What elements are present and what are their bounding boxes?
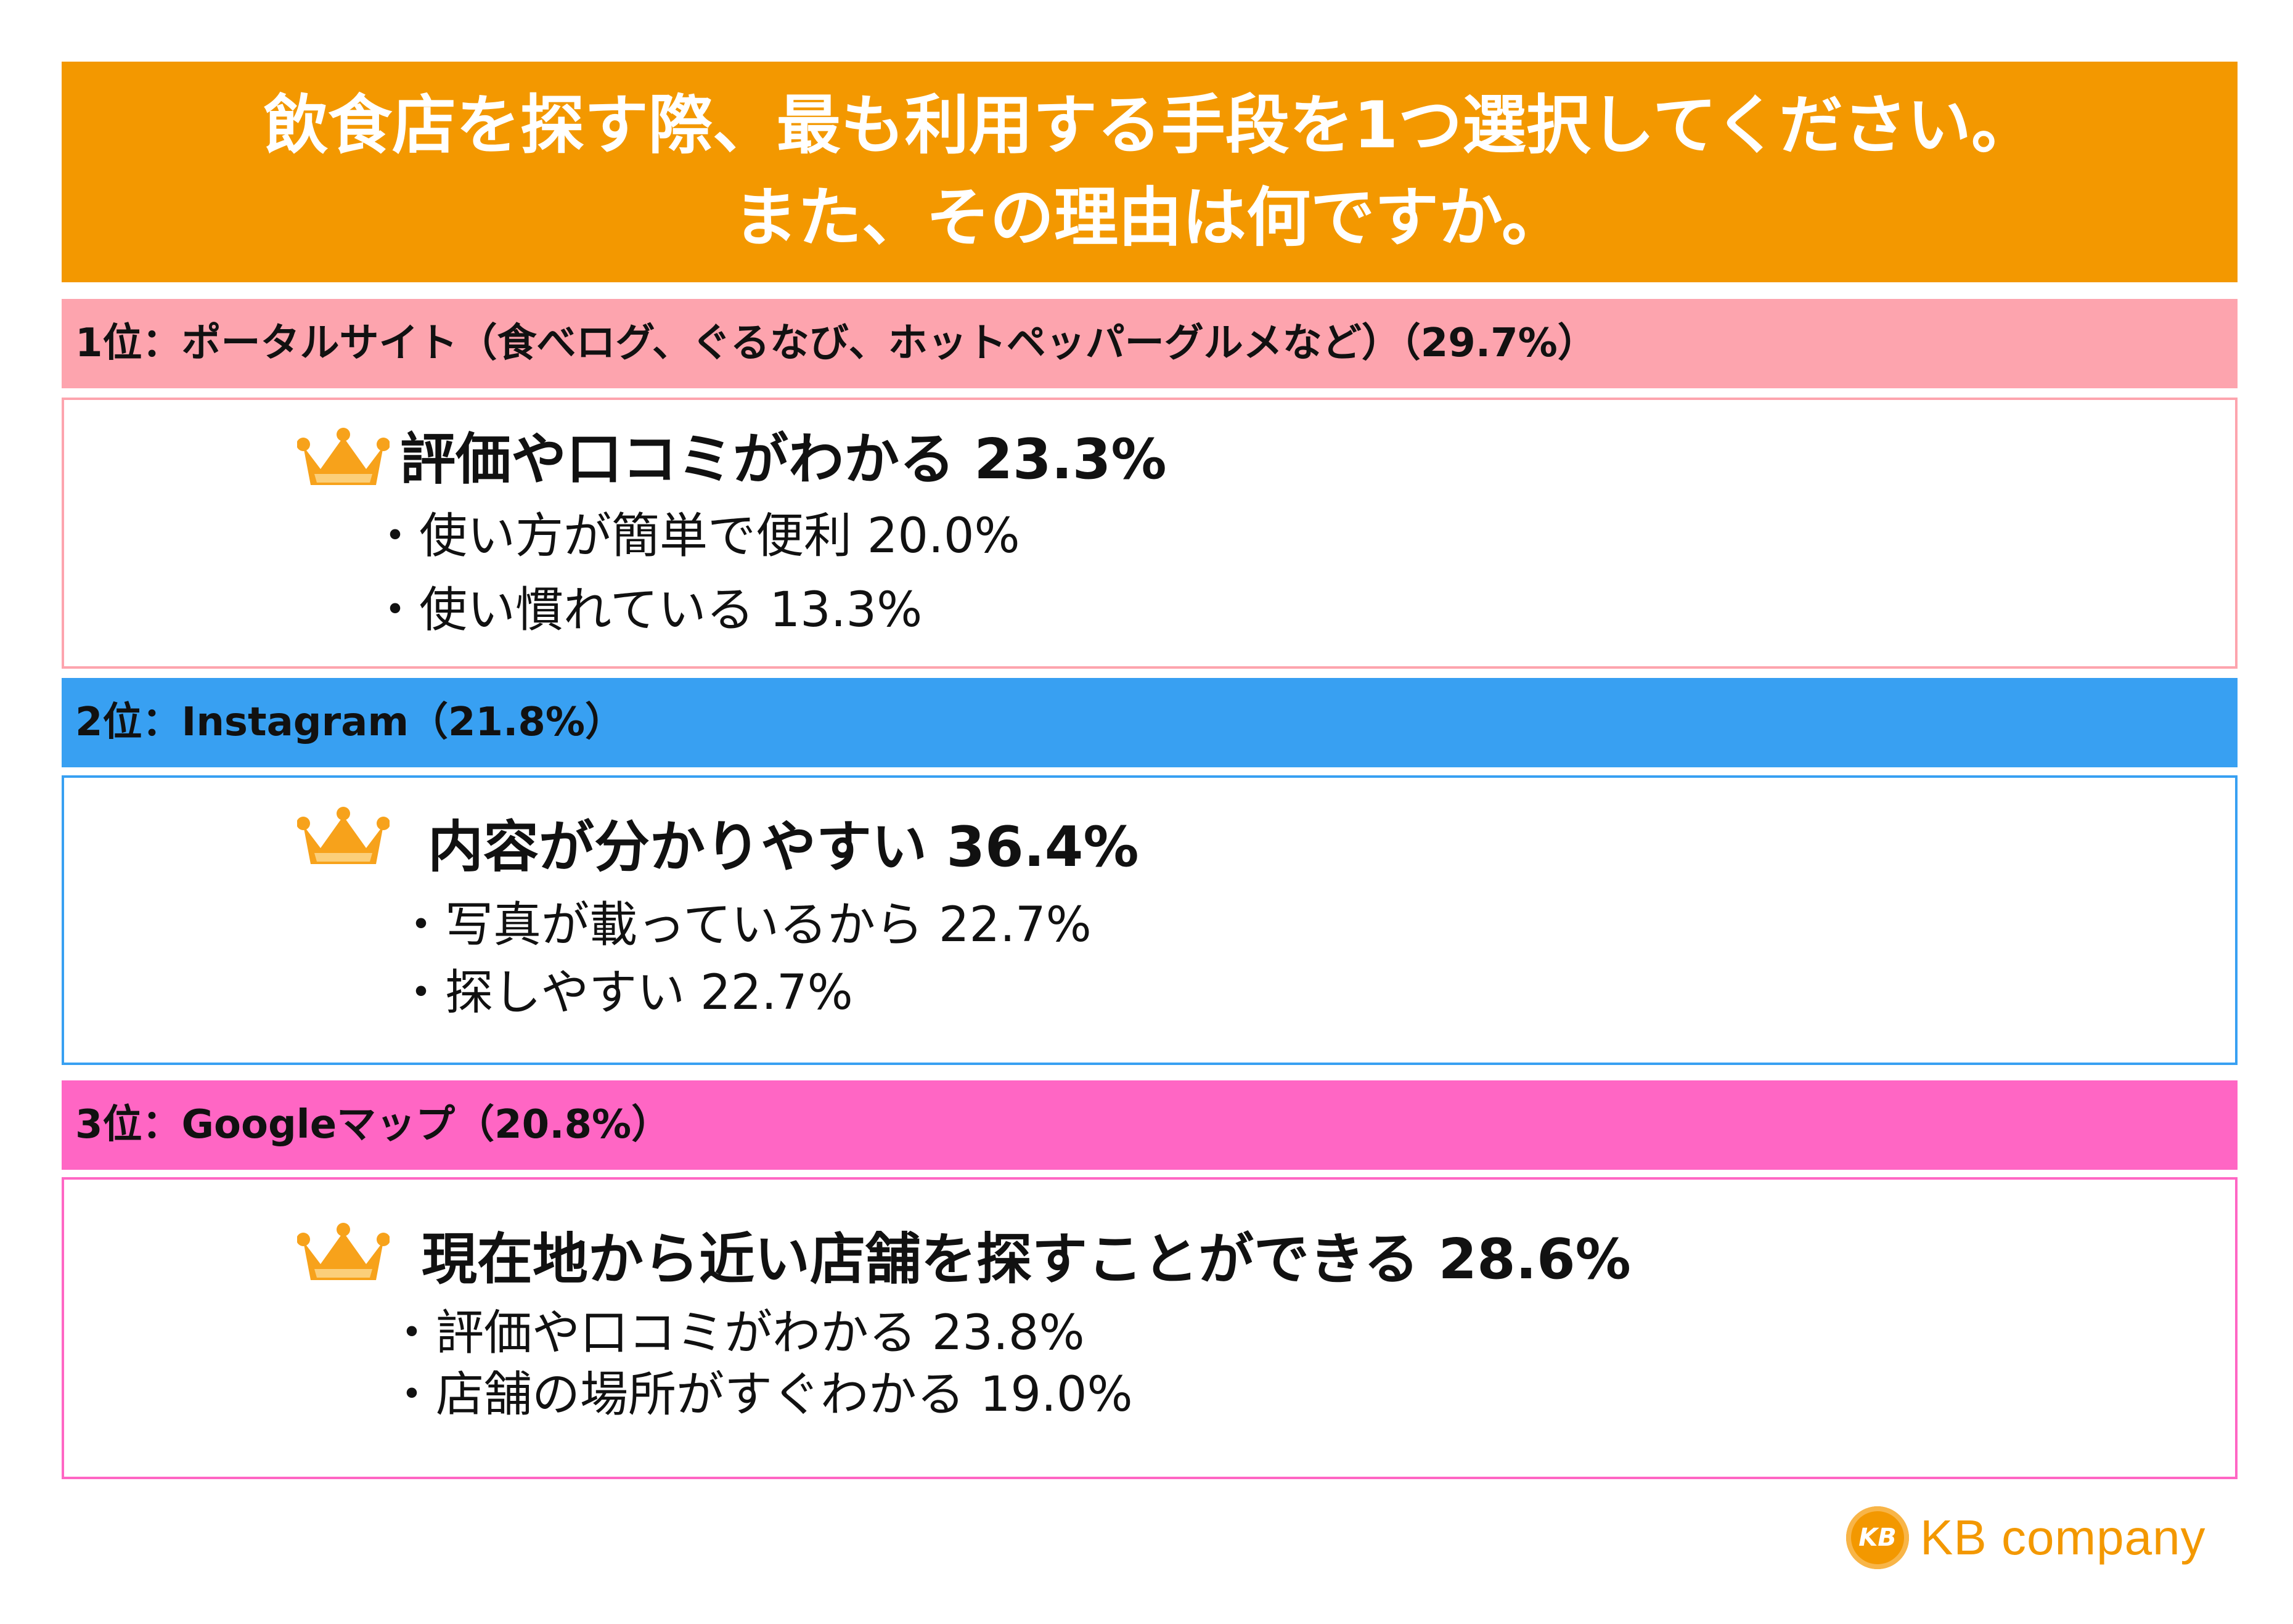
rank-2-panel: 内容が分かりやすい 36.4% ・写真が載っているから 22.7% ・探しやすい… bbox=[62, 775, 2238, 1065]
rank-3-panel: 現在地から近い店舗を探すことができる 28.6% ・評価や口コミがわかる 23.… bbox=[62, 1177, 2238, 1479]
rank-1-reason-2: ・使い慣れている 13.3% bbox=[371, 582, 923, 638]
kb-logo-text: KB company bbox=[1920, 1510, 2206, 1565]
rank-3-top-reason: 現在地から近い店舗を探すことができる 28.6% bbox=[422, 1227, 1631, 1292]
crown-icon bbox=[297, 428, 390, 485]
rank-1-header: 1位：ポータルサイト（食べログ、ぐるなび、ホットペッパーグルメなど）（29.7%… bbox=[62, 299, 2238, 388]
rank-2-reason-1: ・写真が載っているから 22.7% bbox=[397, 897, 1092, 953]
kb-company-logo: KB KB company bbox=[1846, 1504, 2206, 1572]
rank-2-top-reason: 内容が分かりやすい 36.4% bbox=[428, 815, 1139, 879]
kb-logo-mark: KB bbox=[1846, 1506, 1909, 1569]
question-title-line1: 飲食店を探す際、最も利用する手段を1つ選択してください。 bbox=[263, 88, 2036, 163]
question-title-box: 飲食店を探す際、最も利用する手段を1つ選択してください。 また、その理由は何です… bbox=[62, 62, 2238, 282]
rank-3-reason-1: ・評価や口コミがわかる 23.8% bbox=[388, 1305, 1085, 1361]
rank-1-panel: 評価や口コミがわかる 23.3% ・使い方が簡単で便利 20.0% ・使い慣れて… bbox=[62, 398, 2238, 669]
crown-icon bbox=[297, 807, 390, 864]
rank-2-header: 2位：Instagram（21.8%） bbox=[62, 678, 2238, 767]
crown-icon bbox=[297, 1223, 390, 1280]
question-title-line2: また、その理由は何ですか。 bbox=[734, 180, 1566, 255]
rank-3-header: 3位：Googleマップ（20.8%） bbox=[62, 1080, 2238, 1170]
rank-1-top-reason: 評価や口コミがわかる 23.3% bbox=[400, 427, 1167, 492]
rank-2-reason-2: ・探しやすい 22.7% bbox=[397, 965, 853, 1021]
rank-3-reason-2: ・店舗の場所がすぐわかる 19.0% bbox=[388, 1367, 1133, 1422]
rank-1-reason-1: ・使い方が簡単で便利 20.0% bbox=[371, 508, 1020, 564]
